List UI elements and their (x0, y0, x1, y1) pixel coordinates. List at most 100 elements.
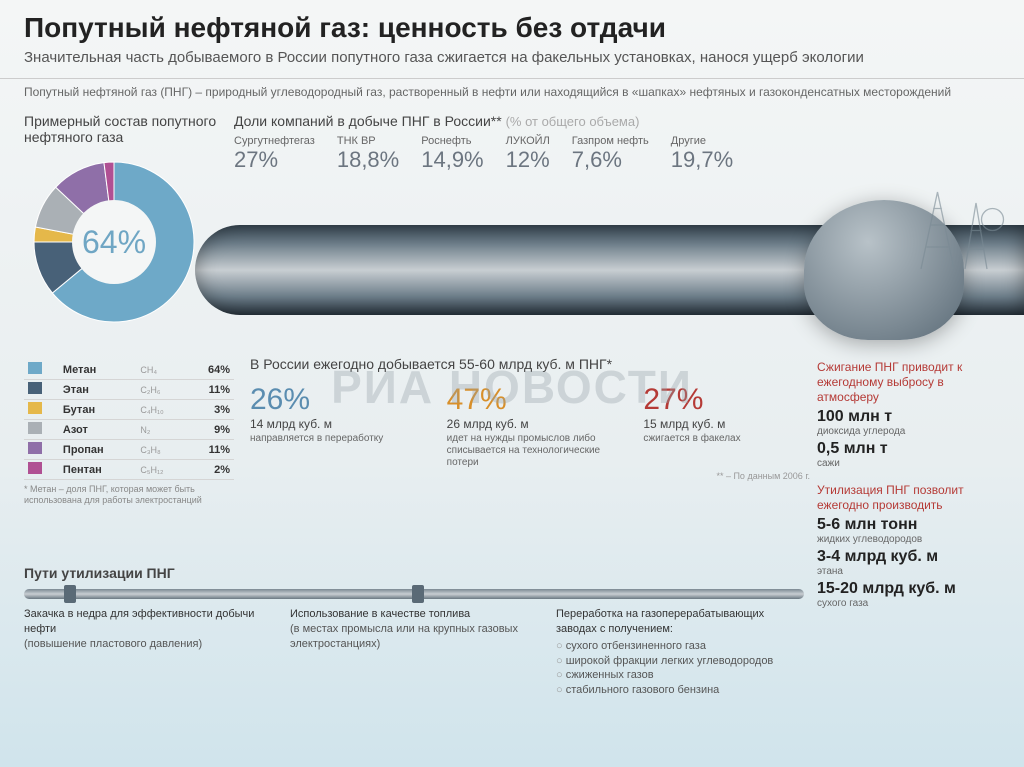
fact-number: 0,5 млн т (817, 440, 1002, 458)
fact-unit: сажи (817, 458, 1002, 469)
legend-name: Бутан (59, 400, 136, 420)
legend-swatch (28, 442, 42, 454)
legend-value: 64% (186, 360, 234, 380)
legend-row: БутанC₄H₁₀3% (24, 400, 234, 420)
pie-main-label: 64% (82, 224, 146, 261)
legend-formula: C₄H₁₀ (136, 400, 186, 420)
util-sub: (в местах промысла или на крупных газовы… (290, 622, 538, 652)
company-pct: 7,6% (572, 147, 649, 173)
company-name: Газпром нефть (572, 135, 649, 147)
utilization-col: Переработка на газоперерабатывающих заво… (556, 607, 804, 698)
util-head: Использование в качестве топлива (290, 607, 538, 622)
definition-text: Попутный нефтяной газ (ПНГ) – природный … (0, 78, 1024, 105)
legend-value: 9% (186, 420, 234, 440)
fact-unit: этана (817, 566, 1002, 577)
util-list-item: стабильного газового бензина (556, 683, 804, 698)
util-list: сухого отбензиненного газаширокой фракци… (556, 639, 804, 698)
extraction-desc: направляется в переработку (250, 433, 417, 445)
legend-table: МетанCH₄64%ЭтанC₂H₆11%БутанC₄H₁₀3%АзотN₂… (24, 360, 234, 480)
extraction-block: В России ежегодно добывается 55-60 млрд … (250, 355, 810, 481)
legend-row: ЭтанC₂H₆11% (24, 380, 234, 400)
legend-name: Пропан (59, 440, 136, 460)
fact-line: 15-20 млрд куб. мсухого газа (817, 580, 1002, 609)
fact-title-2: Утилизация ПНГ позволит ежегодно произво… (817, 483, 1002, 513)
legend-swatch (28, 462, 42, 474)
legend-row: АзотN₂9% (24, 420, 234, 440)
fact-number: 5-6 млн тонн (817, 516, 1002, 534)
company-item: Роснефть14,9% (421, 135, 483, 173)
fact-line: 100 млн тдиоксида углерода (817, 408, 1002, 437)
legend-name: Пентан (59, 460, 136, 480)
page-subtitle: Значительная часть добываемого в России … (24, 48, 1000, 68)
rig-icon (894, 170, 1014, 280)
company-name: ТНК ВР (337, 135, 399, 147)
legend-formula: C₅H₁₂ (136, 460, 186, 480)
fact-unit: жидких углеводородов (817, 534, 1002, 545)
utilization-col: Закачка в недра для эффективности добычи… (24, 607, 272, 698)
extraction-col: 26%14 млрд куб. м направляется в перерабо… (250, 383, 417, 469)
facts-sidebar: Сжигание ПНГ приводит к ежегодному выбро… (817, 360, 1002, 623)
extraction-pct: 47% (447, 383, 614, 417)
fact-unit: диоксида углерода (817, 426, 1002, 437)
util-sub: (повышение пластового давления) (24, 637, 272, 652)
legend-formula: N₂ (136, 420, 186, 440)
company-item: Газпром нефть7,6% (572, 135, 649, 173)
legend-swatch (28, 362, 42, 374)
legend-swatch (28, 422, 42, 434)
legend-value: 11% (186, 380, 234, 400)
extraction-sub: 26 млрд куб. м (447, 417, 614, 431)
extraction-note: ** – По данным 2006 г. (250, 471, 810, 481)
legend-value: 3% (186, 400, 234, 420)
company-item: Сургутнефтегаз27% (234, 135, 315, 173)
company-pct: 14,9% (421, 147, 483, 173)
legend-name: Азот (59, 420, 136, 440)
legend-swatch (28, 382, 42, 394)
util-head: Переработка на газоперерабатывающих заво… (556, 607, 804, 637)
legend-note: * Метан – доля ПНГ, которая может быть и… (24, 484, 234, 506)
utilization-col: Использование в качестве топлива(в места… (290, 607, 538, 698)
extraction-title: В России ежегодно добывается 55-60 млрд … (250, 355, 810, 373)
fact-line: 3-4 млрд куб. мэтана (817, 548, 1002, 577)
legend-name: Метан (59, 360, 136, 380)
utilization-columns: Закачка в недра для эффективности добычи… (24, 607, 804, 698)
legend-row: МетанCH₄64% (24, 360, 234, 380)
company-pct: 18,8% (337, 147, 399, 173)
utilization-pipe-icon (24, 589, 804, 599)
company-name: ЛУКОЙЛ (506, 135, 550, 147)
util-list-item: широкой фракции легких углеводородов (556, 654, 804, 669)
composition-legend: МетанCH₄64%ЭтанC₂H₆11%БутанC₄H₁₀3%АзотN₂… (24, 360, 234, 506)
extraction-columns: 26%14 млрд куб. м направляется в перерабо… (250, 383, 810, 469)
company-pct: 12% (506, 147, 550, 173)
fact-title-1: Сжигание ПНГ приводит к ежегодному выбро… (817, 360, 1002, 405)
fact-line: 5-6 млн тоннжидких углеводородов (817, 516, 1002, 545)
legend-value: 2% (186, 460, 234, 480)
legend-formula: C₃H₈ (136, 440, 186, 460)
company-name: Другие (671, 135, 733, 147)
extraction-col: 27%15 млрд куб. мсжигается в факелах (643, 383, 810, 469)
extraction-pct: 26% (250, 383, 417, 417)
fact-block-emissions: Сжигание ПНГ приводит к ежегодному выбро… (817, 360, 1002, 469)
extraction-sub: 14 млрд куб. м (250, 417, 417, 431)
extraction-pct: 27% (643, 383, 810, 417)
company-item: Другие19,7% (671, 135, 733, 173)
fact-number: 3-4 млрд куб. м (817, 548, 1002, 566)
pie-title: Примерный состав попутного нефтяного газ… (24, 113, 234, 147)
companies-title: Доли компаний в добыче ПНГ в России** (%… (234, 113, 1000, 129)
legend-swatch (28, 402, 42, 414)
companies-title-text: Доли компаний в добыче ПНГ в России** (234, 113, 502, 129)
companies-title-gray: (% от общего объема) (506, 114, 640, 129)
extraction-desc: сжигается в факелах (643, 433, 810, 445)
legend-formula: C₂H₆ (136, 380, 186, 400)
page-title: Попутный нефтяной газ: ценность без отда… (24, 12, 1000, 44)
legend-name: Этан (59, 380, 136, 400)
companies-row: Сургутнефтегаз27% ТНК ВР18,8% Роснефть14,9… (234, 135, 1000, 173)
legend-row: ПропанC₃H₈11% (24, 440, 234, 460)
legend-row: ПентанC₅H₁₂2% (24, 460, 234, 480)
fact-unit: сухого газа (817, 598, 1002, 609)
pie-column: Примерный состав попутного нефтяного газ… (24, 113, 234, 333)
legend-formula: CH₄ (136, 360, 186, 380)
util-list-item: сухого отбензиненного газа (556, 639, 804, 654)
util-list-item: сжиженных газов (556, 668, 804, 683)
extraction-col: 47%26 млрд куб. мидет на нужды промыслов… (447, 383, 614, 469)
company-item: ТНК ВР18,8% (337, 135, 399, 173)
